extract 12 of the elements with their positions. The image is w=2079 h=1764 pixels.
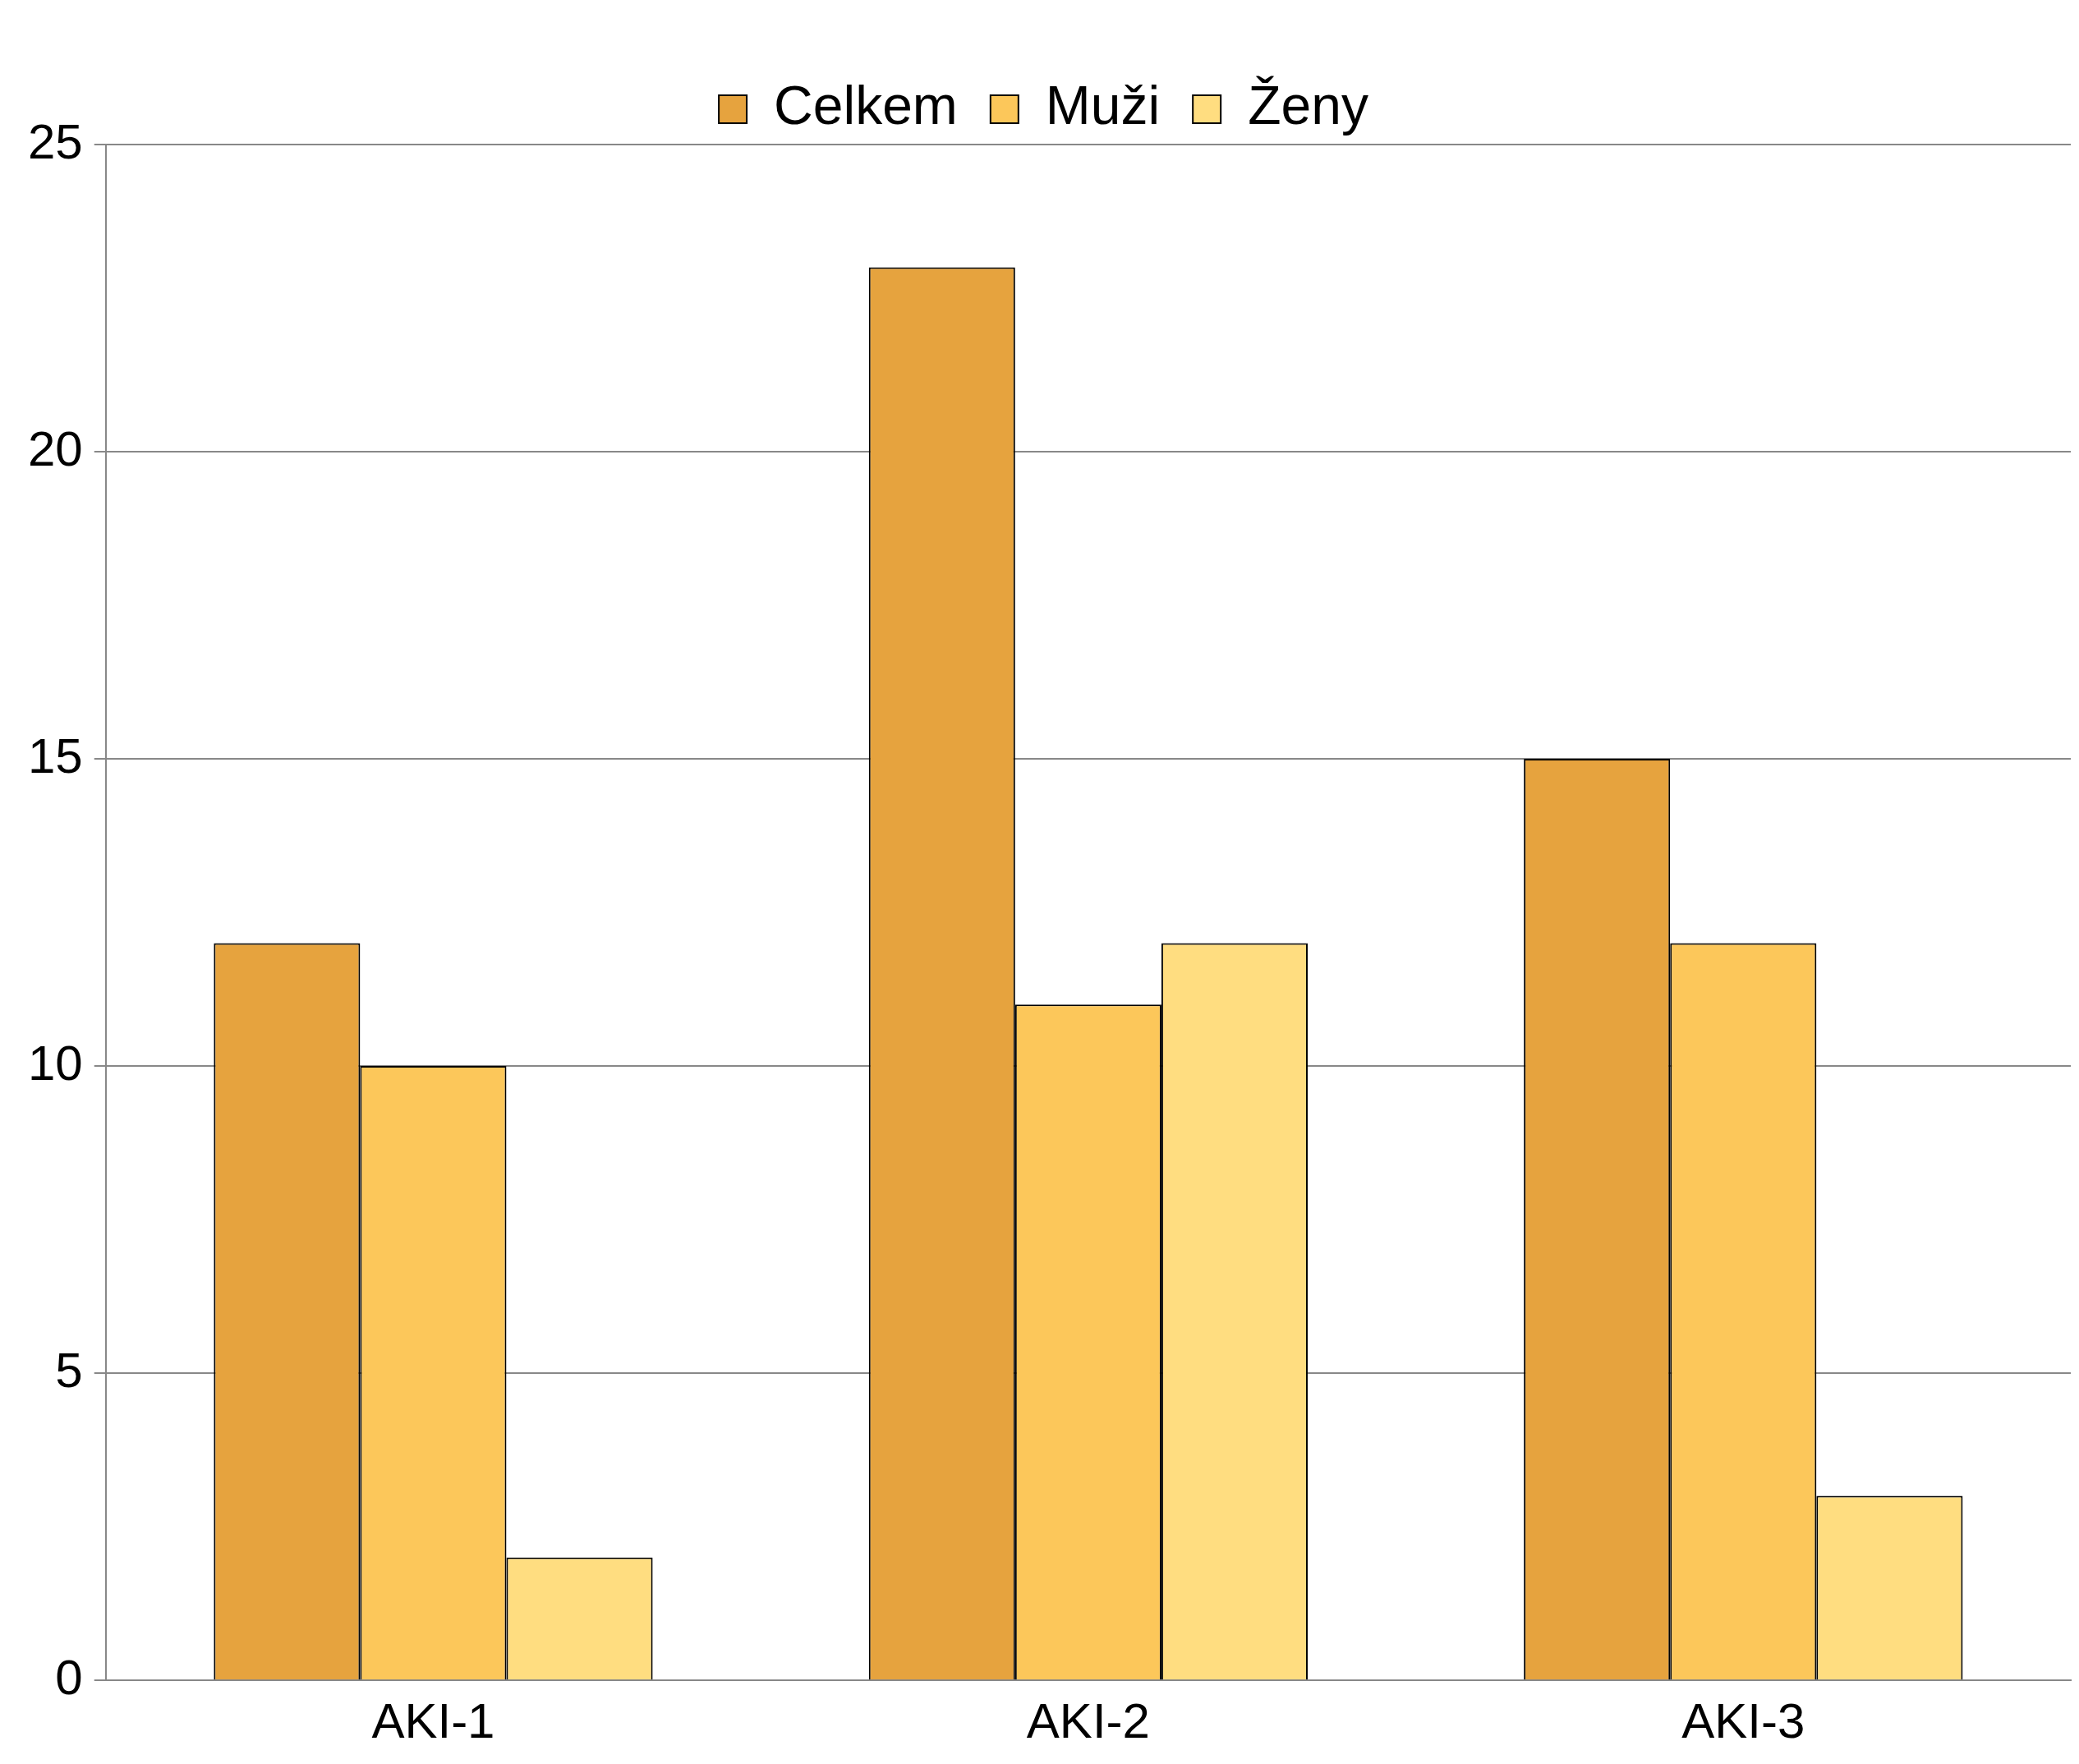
y-tick-label: 10 xyxy=(27,1035,83,1091)
legend-label: Celkem xyxy=(774,75,958,136)
y-tick-label: 20 xyxy=(27,420,83,476)
x-tick-label: AKI-2 xyxy=(1026,1693,1150,1748)
legend-label: Muži xyxy=(1045,75,1161,136)
x-tick-label: AKI-3 xyxy=(1681,1693,1805,1748)
y-tick-label: 5 xyxy=(55,1342,83,1398)
y-tick-label: 25 xyxy=(27,113,83,169)
y-tick-label: 15 xyxy=(27,728,83,783)
legend-label: Ženy xyxy=(1248,75,1368,136)
x-tick-label: AKI-1 xyxy=(371,1693,495,1748)
y-tick-label: 0 xyxy=(55,1649,83,1705)
